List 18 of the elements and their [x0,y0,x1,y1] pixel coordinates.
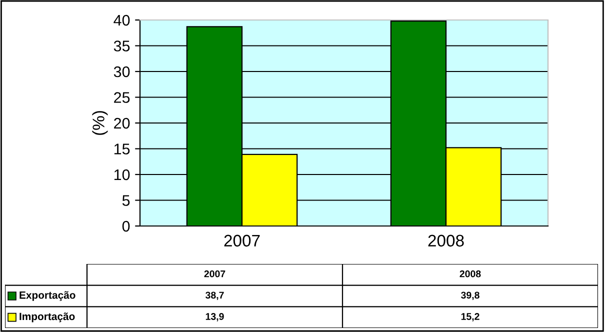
text: 15,2 [461,313,480,322]
category-label: 2007 [204,270,226,278]
legend-label: Exportação [20,291,76,301]
y-tick-label: 20 [114,118,130,129]
legend-label: Importação [20,312,75,322]
y-tick-label: 15 [114,144,130,154]
y-tick-label: 35 [114,40,130,52]
y-tick-label: 5 [122,195,130,206]
text: 38,7 [206,292,224,300]
y-tick-label: 10 [114,169,130,180]
y-axis-title: (%) [92,111,108,135]
text: 39,8 [461,292,480,300]
y-tick-label: 0 [122,220,130,232]
y-tick-label: 40 [114,14,130,26]
text: 13,9 [206,313,224,322]
category-label: 2008 [460,270,481,278]
y-tick-label: 30 [114,66,130,78]
y-tick-label: 25 [114,92,130,103]
